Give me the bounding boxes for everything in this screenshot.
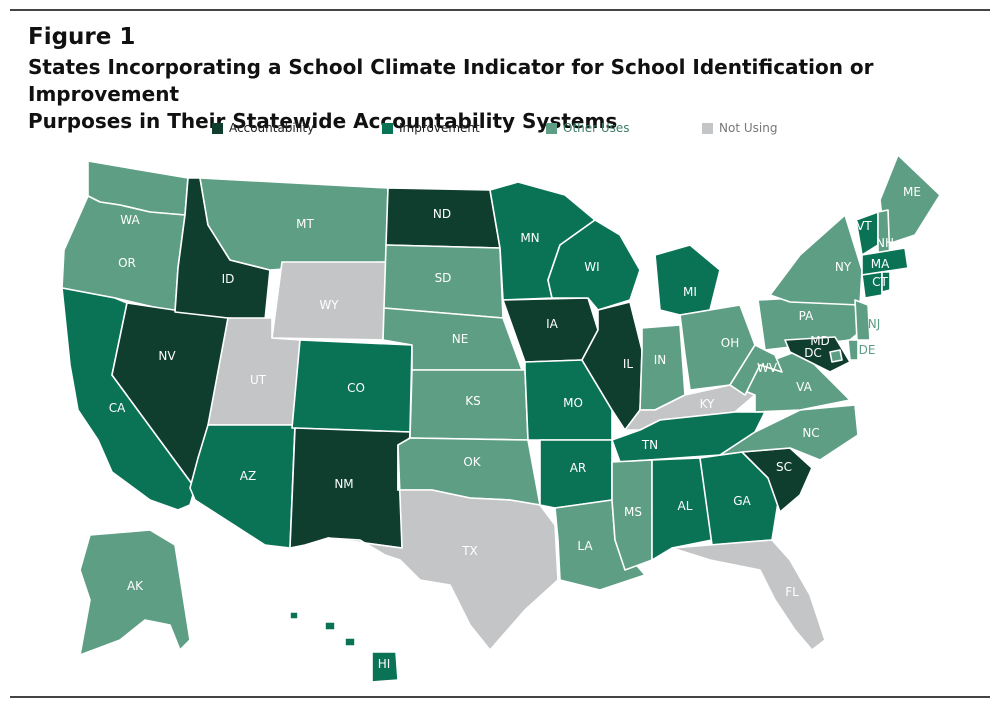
state-label-hi: HI	[378, 657, 391, 671]
legend-swatch-not-using	[702, 122, 713, 134]
bottom-rule	[10, 696, 990, 698]
legend-item-improvement: Improvement	[382, 121, 480, 135]
state-label-oh: OH	[721, 336, 739, 350]
state-label-or: OR	[118, 256, 136, 270]
state-nc	[719, 404, 859, 461]
state-al	[651, 457, 713, 561]
figure-title-line-2: Purposes in Their Statewide Accountabili…	[28, 109, 618, 133]
figure-label: Figure 1	[28, 24, 136, 50]
state-label-wv: WV	[757, 361, 778, 375]
state-label-az: AZ	[240, 469, 256, 483]
state-label-tx: TX	[461, 544, 478, 558]
state-label-wy: WY	[319, 298, 339, 312]
state-label-nm: NM	[334, 477, 353, 491]
state-fl	[671, 539, 826, 651]
state-label-sd: SD	[435, 271, 452, 285]
state-label-nv: NV	[158, 349, 176, 363]
legend-label-not-using: Not Using	[719, 121, 778, 135]
state-mi	[654, 244, 721, 316]
state-label-ky: KY	[700, 397, 715, 411]
state-label-ms: MS	[624, 505, 642, 519]
state-label-va: VA	[796, 380, 812, 394]
state-label-mo: MO	[563, 396, 583, 410]
state-ak	[79, 529, 191, 656]
state-wv	[729, 344, 783, 396]
figure-title-line-1: States Incorporating a School Climate In…	[28, 55, 874, 106]
state-label-ar: AR	[570, 461, 587, 475]
state-ri	[881, 271, 891, 293]
state-label-wi: WI	[584, 260, 599, 274]
state-label-la: LA	[577, 539, 593, 553]
state-hi	[289, 611, 399, 683]
state-label-mt: MT	[296, 217, 314, 231]
state-ma	[861, 247, 909, 276]
state-label-ut: UT	[250, 373, 267, 387]
state-mt	[199, 177, 389, 271]
legend-swatch-improvement	[382, 122, 393, 134]
state-label-al: AL	[678, 499, 693, 513]
state-label-pa: PA	[799, 309, 814, 323]
state-wi	[547, 219, 641, 311]
state-label-nc: NC	[802, 426, 819, 440]
state-label-ia: IA	[546, 317, 559, 331]
state-label-de: DE	[859, 343, 876, 357]
state-label-mn: MN	[520, 231, 539, 245]
state-az	[189, 424, 296, 549]
state-md	[784, 336, 851, 373]
state-label-il: IL	[623, 357, 634, 371]
legend-label-other-uses: Other Uses	[563, 121, 630, 135]
state-nj	[854, 299, 871, 341]
state-label-ma: MA	[871, 257, 890, 271]
state-label-id: ID	[222, 272, 235, 286]
state-label-wa: WA	[120, 213, 140, 227]
state-in	[639, 324, 686, 411]
legend-item-other-uses: Other Uses	[546, 121, 630, 135]
state-label-in: IN	[654, 353, 667, 367]
state-de	[847, 339, 859, 361]
legend-swatch-other-uses	[546, 122, 557, 134]
state-label-me: ME	[903, 185, 921, 199]
state-label-mi: MI	[683, 285, 697, 299]
state-label-vt: VT	[856, 219, 872, 233]
state-label-ny: NY	[835, 260, 852, 274]
legend-item-accountability: Accountability	[212, 121, 314, 135]
state-label-dc: DC	[804, 346, 822, 360]
state-label-ok: OK	[463, 455, 481, 469]
state-label-nh: NH	[876, 236, 894, 250]
state-label-ga: GA	[733, 494, 751, 508]
figure-title: States Incorporating a School Climate In…	[28, 54, 988, 135]
state-label-ri: RI	[903, 280, 915, 294]
state-label-tn: TN	[641, 438, 658, 452]
state-label-co: CO	[347, 381, 365, 395]
state-ct	[861, 271, 883, 299]
state-label-nj: NJ	[868, 317, 881, 331]
state-label-ak: AK	[127, 579, 144, 593]
legend-label-improvement: Improvement	[399, 121, 480, 135]
state-label-nd: ND	[433, 207, 451, 221]
state-label-md: MD	[810, 334, 830, 348]
state-label-ne: NE	[452, 332, 469, 346]
legend-item-not-using: Not Using	[702, 121, 777, 135]
state-label-ca: CA	[109, 401, 126, 415]
state-dc	[829, 349, 843, 363]
state-tx	[327, 444, 559, 651]
top-rule	[10, 9, 990, 11]
legend-swatch-accountability	[212, 122, 223, 134]
legend-label-accountability: Accountability	[229, 121, 315, 135]
state-label-ks: KS	[465, 394, 481, 408]
state-label-sc: SC	[776, 460, 792, 474]
state-label-ct: CT	[872, 275, 888, 289]
state-label-fl: FL	[785, 585, 799, 599]
